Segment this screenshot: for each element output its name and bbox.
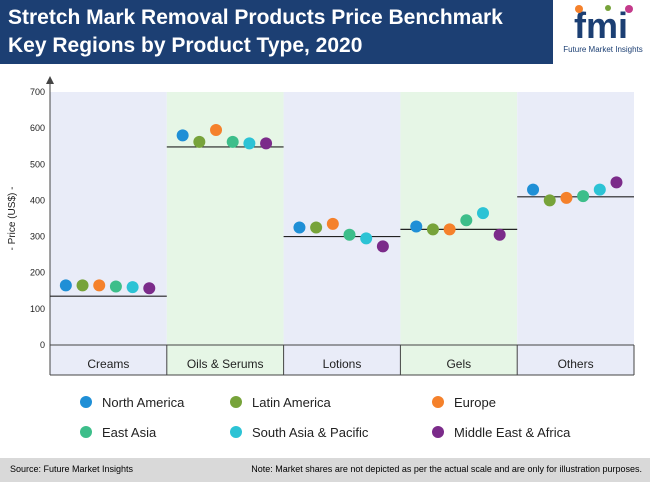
data-point: [260, 137, 273, 150]
legend-marker: [230, 396, 242, 408]
data-point: [59, 279, 72, 292]
data-point: [560, 191, 573, 204]
x-tick-label: Oils & Serums: [187, 357, 264, 371]
data-point: [243, 137, 256, 150]
y-tick-label: 400: [30, 195, 45, 205]
legend-marker: [432, 396, 444, 408]
logo-dot-pink: [625, 5, 633, 13]
legend-label: Middle East & Africa: [454, 424, 571, 440]
data-point: [76, 279, 89, 292]
data-point: [210, 123, 223, 136]
data-point: [293, 221, 306, 234]
y-tick-label: 0: [40, 340, 45, 350]
chart-header: Stretch Mark Removal Products Price Benc…: [0, 0, 650, 64]
x-tick-label: Lotions: [323, 357, 362, 371]
logo-dot-green: [605, 5, 611, 11]
legend-item: North America: [80, 393, 184, 411]
data-point: [109, 280, 122, 293]
x-tick-label: Gels: [446, 357, 471, 371]
y-tick-label: 200: [30, 268, 45, 278]
data-point: [593, 183, 606, 196]
title-line-1: Stretch Mark Removal Products Price Benc…: [8, 6, 503, 29]
data-point: [476, 207, 489, 220]
y-axis-arrow: [46, 76, 54, 84]
fmi-logo: fmi Future Market Insights: [553, 0, 650, 64]
legend-item: South Asia & Pacific: [230, 423, 368, 441]
data-point: [577, 190, 590, 203]
legend-item: Latin America: [230, 393, 331, 411]
y-tick-label: 500: [30, 159, 45, 169]
legend-marker: [80, 396, 92, 408]
data-point: [226, 135, 239, 148]
data-point: [543, 194, 556, 207]
legend-marker: [230, 426, 242, 438]
legend-item: Europe: [432, 393, 496, 411]
legend-marker: [80, 426, 92, 438]
footer-bar: Source: Future Market Insights Note: Mar…: [0, 458, 650, 482]
y-tick-label: 300: [30, 232, 45, 242]
data-point: [93, 279, 106, 292]
data-point: [460, 214, 473, 227]
data-point: [376, 240, 389, 253]
y-tick-label: 100: [30, 304, 45, 314]
category-band: [283, 92, 401, 375]
data-point: [493, 228, 506, 241]
footer-source: Source: Future Market Insights: [10, 464, 134, 474]
chart-legend: North America Latin America Europe East Asi…: [0, 388, 650, 448]
y-tick-label: 600: [30, 123, 45, 133]
fmi-logo-mark: fmi: [574, 5, 633, 44]
legend-label: Europe: [454, 394, 496, 410]
x-tick-label: Creams: [87, 357, 129, 371]
price-benchmark-chart: Creams Oils & Serums Lotions Gels Others 0 100…: [7, 76, 635, 376]
y-tick-label: 700: [30, 87, 45, 97]
y-axis-title: - Price (US$) -: [7, 187, 18, 251]
data-point: [527, 183, 540, 196]
data-point: [193, 135, 206, 148]
legend-label: Latin America: [252, 394, 331, 410]
logo-caption: Future Market Insights: [563, 45, 643, 54]
data-point: [310, 221, 323, 234]
logo-dot-orange: [575, 5, 583, 13]
data-point: [610, 176, 623, 189]
category-band: [50, 92, 167, 375]
title-line-2: Key Regions by Product Type, 2020: [8, 34, 363, 57]
data-point: [410, 220, 423, 233]
data-point: [176, 129, 189, 142]
data-point: [143, 282, 156, 295]
data-point: [126, 281, 139, 294]
legend-item: Middle East & Africa: [432, 423, 570, 441]
data-point: [326, 217, 339, 230]
legend-item: East Asia: [80, 423, 156, 441]
legend-label: East Asia: [102, 424, 157, 440]
category-band: [517, 92, 634, 375]
x-tick-label: Others: [558, 357, 594, 371]
footer-note: Note: Market shares are not depicted as …: [251, 464, 642, 474]
chart-title: Stretch Mark Removal Products Price Benc…: [8, 4, 548, 60]
legend-label: North America: [102, 394, 185, 410]
data-point: [343, 228, 356, 241]
data-point: [443, 223, 456, 236]
data-point: [360, 232, 373, 245]
legend-label: South Asia & Pacific: [252, 424, 369, 440]
data-point: [426, 223, 439, 236]
logo-text: fmi: [574, 5, 628, 44]
legend-marker: [432, 426, 444, 438]
